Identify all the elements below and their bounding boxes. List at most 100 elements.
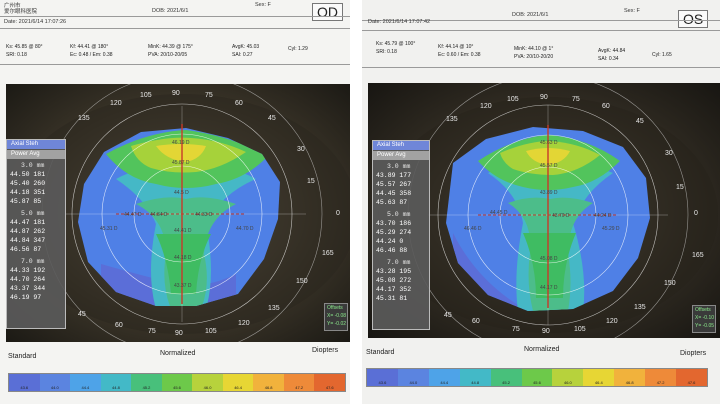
map-value-label: 45.87 D bbox=[172, 160, 190, 166]
tab-power-avg[interactable]: Power Avg bbox=[7, 150, 65, 159]
axis-label-90b: 90 bbox=[175, 330, 183, 337]
pva-value: PVA: 20/10-20/05 bbox=[148, 52, 188, 58]
axis-label-0: 0 bbox=[336, 210, 340, 217]
scale-swatch: 47.6 bbox=[676, 369, 707, 386]
scale-swatch: 44.8 bbox=[100, 374, 132, 391]
tab-axial[interactable]: Axial Steh bbox=[373, 141, 429, 150]
scale-swatch: 45.2 bbox=[131, 374, 162, 391]
sai-value: SAI: 0.34 bbox=[598, 56, 619, 62]
scale-swatch: 43.6 bbox=[9, 374, 40, 391]
map-value-label: 44.84 D bbox=[150, 212, 168, 218]
scale-value-label: 44.0 bbox=[50, 385, 59, 390]
scale-value-label: 44.8 bbox=[471, 380, 480, 385]
ring-row: 44.33 192 bbox=[10, 267, 46, 274]
map-value-label: 45.29 D bbox=[602, 226, 620, 232]
ring-row: 44.45 358 bbox=[376, 190, 412, 197]
min-k: MinK: 44.39 @ 175° bbox=[148, 44, 193, 50]
diopters-label: Diopters bbox=[680, 350, 707, 357]
offsets-title: Offsets bbox=[327, 305, 343, 311]
axis-label-150: 150 bbox=[296, 278, 308, 285]
offset-x: X= -0.08 bbox=[327, 313, 347, 319]
ring-data-panel: Axial Steh Power Avg 3.0 mm 44.50 181 45… bbox=[6, 139, 66, 329]
header-divider bbox=[362, 30, 720, 31]
map-value-label: 44.70 D bbox=[236, 226, 254, 232]
exam-date: Date: 2021/6/14 17:07:26 bbox=[4, 19, 67, 25]
axis-label-90: 90 bbox=[540, 94, 548, 101]
dob-text: DOB: 2021/6/1 bbox=[152, 8, 189, 14]
ring-row: 43.28 195 bbox=[376, 268, 412, 275]
offset-y: Y= -0.05 bbox=[695, 323, 715, 329]
ring-row: 45.08 272 bbox=[376, 277, 412, 284]
scale-swatch: 44.4 bbox=[428, 369, 460, 386]
axis-label-120b: 120 bbox=[238, 320, 250, 327]
axis-label-15: 15 bbox=[307, 178, 315, 185]
ring-data-panel: Axial Steh Power Avg 3.0 mm 43.89 177 45… bbox=[372, 140, 430, 330]
ring-row: 44.17 352 bbox=[376, 286, 412, 293]
offset-y: Y= -0.02 bbox=[327, 321, 347, 327]
standard-label: Standard bbox=[8, 353, 37, 360]
axis-label-0: 0 bbox=[694, 210, 698, 217]
offset-x: X= -0.10 bbox=[695, 315, 715, 321]
axis-label-120: 120 bbox=[480, 103, 492, 110]
ring-row: 45.63 87 bbox=[376, 199, 408, 206]
eye-label: OD bbox=[312, 3, 343, 21]
scale-swatch: 44.4 bbox=[70, 374, 101, 391]
ring-7mm-label: 7.0 mm bbox=[21, 258, 45, 265]
axis-label-165: 165 bbox=[692, 252, 704, 259]
scale-value-label: 43.6 bbox=[378, 380, 387, 385]
axis-label-90: 90 bbox=[172, 90, 180, 97]
ring-row: 45.40 260 bbox=[10, 180, 46, 187]
scale-value-label: 46.8 bbox=[625, 380, 634, 385]
axis-label-75b: 75 bbox=[148, 328, 156, 335]
axis-label-135: 135 bbox=[78, 115, 90, 122]
axis-label-105: 105 bbox=[507, 96, 519, 103]
color-scale-bar: 43.6 44.0 44.4 44.8 45.2 45.6 46.0 46.4 46.8 47.2… bbox=[366, 368, 708, 387]
scale-value-label: 47.2 bbox=[656, 380, 665, 385]
scale-swatch: 43.6 bbox=[367, 369, 398, 386]
map-value-label: 43.89 D bbox=[540, 190, 558, 196]
steep-k: Ks: 45.85 @ 80° bbox=[6, 44, 43, 50]
scale-value-label: 46.4 bbox=[234, 385, 242, 390]
tab-axial[interactable]: Axial Steh bbox=[7, 140, 65, 149]
axis-label-15: 15 bbox=[676, 184, 684, 191]
axis-label-75: 75 bbox=[572, 96, 580, 103]
header-divider bbox=[362, 20, 720, 21]
axis-label-45b: 45 bbox=[78, 311, 86, 318]
topography-map bbox=[6, 84, 350, 342]
header-divider bbox=[0, 28, 350, 29]
ring-row: 44.70 264 bbox=[10, 276, 46, 283]
sri-value: SRI: 0.18 bbox=[6, 52, 27, 58]
map-value-label: 44.47 D bbox=[124, 212, 142, 218]
tab-power-avg[interactable]: Power Avg bbox=[373, 151, 429, 160]
ring-row: 44.47 181 bbox=[10, 219, 46, 226]
offsets-box: Offsets X= -0.08 Y= -0.02 bbox=[324, 303, 348, 331]
ring-5mm-label: 5.0 mm bbox=[387, 211, 411, 218]
cylinder: Cyl: 1.65 bbox=[652, 52, 672, 58]
map-value-label: 44.24 D bbox=[594, 213, 612, 219]
axis-label-30: 30 bbox=[297, 146, 305, 153]
axis-label-30: 30 bbox=[665, 150, 673, 157]
avg-k: AvgK: 44.84 bbox=[598, 48, 626, 54]
map-value-label: 46.46 D bbox=[464, 226, 482, 232]
color-scale-bar: 43.6 44.0 44.4 44.8 45.2 45.6 46.0 46.4 46.8 47.2… bbox=[8, 373, 346, 392]
ring-3mm-label: 3.0 mm bbox=[387, 163, 411, 170]
scale-swatch: 45.2 bbox=[490, 369, 522, 386]
map-value-label: 45.31 D bbox=[100, 226, 118, 232]
axis-label-120: 120 bbox=[110, 100, 122, 107]
scale-value-label: 45.6 bbox=[173, 385, 181, 390]
ring-row: 43.70 186 bbox=[376, 220, 412, 227]
header-divider bbox=[0, 64, 350, 65]
ring-row: 43.37 344 bbox=[10, 285, 46, 292]
sri-value: SRI: 0.18 bbox=[376, 49, 397, 55]
eye-label: OS bbox=[678, 10, 709, 28]
map-value-label: 45.63 D bbox=[540, 140, 558, 146]
scale-value-label: 47.6 bbox=[325, 385, 334, 390]
ring-row: 44.18 351 bbox=[10, 189, 46, 196]
map-value-label: 43.37 D bbox=[174, 283, 192, 289]
axis-label-135b: 135 bbox=[634, 304, 646, 311]
axis-label-75b: 75 bbox=[512, 326, 520, 333]
scale-value-label: 45.6 bbox=[533, 380, 541, 385]
axis-label-45: 45 bbox=[268, 115, 276, 122]
exam-date: Date: 2021/6/14 17:07:42 bbox=[368, 19, 431, 25]
flat-k: Kf: 44.14 @ 10° bbox=[438, 44, 474, 50]
